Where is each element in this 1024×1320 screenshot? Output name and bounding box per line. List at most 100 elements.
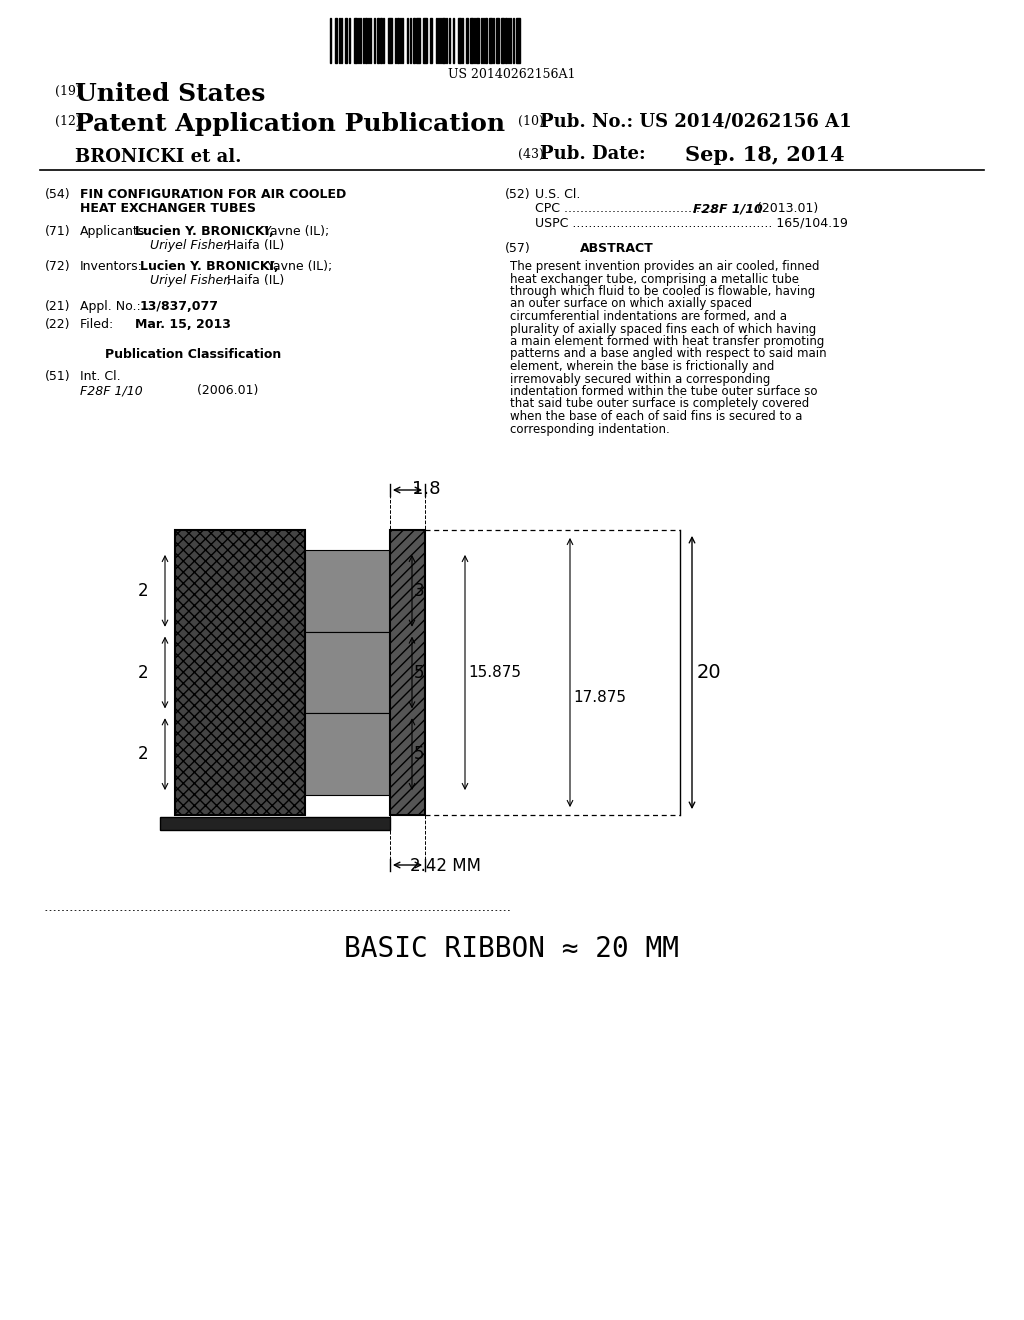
Bar [305, 550, 390, 632]
Bar [501, 18, 504, 63]
Text: patterns and a base angled with respect to said main: patterns and a base angled with respect … [510, 347, 826, 360]
Text: F28F 1/10: F28F 1/10 [693, 202, 763, 215]
Bar [305, 713, 390, 795]
Bar [345, 18, 347, 63]
Text: (2006.01): (2006.01) [153, 384, 258, 397]
Text: heat exchanger tube, comprising a metallic tube: heat exchanger tube, comprising a metall… [510, 272, 799, 285]
Bar [354, 18, 357, 63]
Bar [505, 18, 507, 63]
Text: 1.8: 1.8 [413, 480, 441, 498]
Text: (10): (10) [518, 115, 544, 128]
Text: an outer surface on which axially spaced: an outer surface on which axially spaced [510, 297, 752, 310]
Text: Filed:: Filed: [80, 318, 141, 331]
Text: plurality of axially spaced fins each of which having: plurality of axially spaced fins each of… [510, 322, 816, 335]
Text: Yavne (IL);: Yavne (IL); [260, 224, 330, 238]
Bar [489, 18, 492, 63]
Text: (54): (54) [45, 187, 71, 201]
Text: Haifa (IL): Haifa (IL) [223, 239, 285, 252]
Text: 13/837,077: 13/837,077 [140, 300, 219, 313]
Text: (57): (57) [505, 242, 530, 255]
Bar [416, 18, 420, 63]
Bar [160, 817, 390, 830]
Text: HEAT EXCHANGER TUBES: HEAT EXCHANGER TUBES [80, 202, 256, 215]
Text: US 20140262156A1: US 20140262156A1 [449, 69, 575, 81]
Text: BASIC RIBBON ≈ 20 MM: BASIC RIBBON ≈ 20 MM [344, 935, 680, 964]
Text: 3: 3 [414, 582, 425, 599]
Text: U.S. Cl.: U.S. Cl. [535, 187, 581, 201]
Text: (21): (21) [45, 300, 71, 313]
Text: Inventors:: Inventors: [80, 260, 143, 273]
Text: FIN CONFIGURATION FOR AIR COOLED: FIN CONFIGURATION FOR AIR COOLED [80, 187, 346, 201]
Text: 20: 20 [697, 663, 722, 682]
Text: ABSTRACT: ABSTRACT [580, 242, 653, 255]
Bar [380, 18, 382, 63]
Text: (12): (12) [55, 115, 81, 128]
Text: Pub. No.: US 2014/0262156 A1: Pub. No.: US 2014/0262156 A1 [540, 112, 852, 129]
Text: United States: United States [75, 82, 265, 106]
Bar [485, 18, 487, 63]
Text: Pub. Date:: Pub. Date: [540, 145, 645, 162]
Text: 2: 2 [137, 582, 148, 599]
Text: Appl. No.:: Appl. No.: [80, 300, 144, 313]
Bar [430, 18, 432, 63]
Text: when the base of each of said fins is secured to a: when the base of each of said fins is se… [510, 411, 803, 422]
Text: that said tube outer surface is completely covered: that said tube outer surface is complete… [510, 397, 809, 411]
Text: circumferential indentations are formed, and a: circumferential indentations are formed,… [510, 310, 787, 323]
Bar [305, 632, 390, 713]
Text: Int. Cl.: Int. Cl. [80, 370, 121, 383]
Text: (2013.01): (2013.01) [753, 202, 818, 215]
Text: through which fluid to be cooled is flowable, having: through which fluid to be cooled is flow… [510, 285, 815, 298]
Text: Publication Classification: Publication Classification [105, 348, 282, 360]
Text: Lucien Y. BRONICKI,: Lucien Y. BRONICKI, [135, 224, 273, 238]
Text: (22): (22) [45, 318, 71, 331]
Text: 17.875: 17.875 [573, 690, 626, 705]
Text: a main element formed with heat transfer promoting: a main element formed with heat transfer… [510, 335, 824, 348]
Text: 2: 2 [137, 664, 148, 681]
Text: corresponding indentation.: corresponding indentation. [510, 422, 670, 436]
Text: Haifa (IL): Haifa (IL) [223, 275, 285, 286]
Bar [470, 18, 473, 63]
Text: Patent Application Publication: Patent Application Publication [75, 112, 505, 136]
Text: Lucien Y. BRONICKI,: Lucien Y. BRONICKI, [140, 260, 279, 273]
Text: CPC ......................................: CPC ....................................… [535, 202, 716, 215]
Text: The present invention provides an air cooled, finned: The present invention provides an air co… [510, 260, 819, 273]
Bar [466, 18, 468, 63]
Bar [335, 18, 337, 63]
Bar [442, 18, 445, 63]
Text: element, wherein the base is frictionally and: element, wherein the base is frictionall… [510, 360, 774, 374]
Bar [496, 18, 499, 63]
Bar [413, 18, 415, 63]
Text: 15.875: 15.875 [468, 665, 521, 680]
Bar [423, 18, 427, 63]
Text: (52): (52) [505, 187, 530, 201]
Text: 2: 2 [137, 746, 148, 763]
Text: Mar. 15, 2013: Mar. 15, 2013 [135, 318, 230, 331]
Bar [458, 18, 461, 63]
Bar [365, 18, 367, 63]
Text: Yavne (IL);: Yavne (IL); [263, 260, 332, 273]
Text: (19): (19) [55, 84, 81, 98]
Text: 2.42 MM: 2.42 MM [410, 857, 480, 875]
Text: irremovably secured within a corresponding: irremovably secured within a correspondi… [510, 372, 770, 385]
Text: (72): (72) [45, 260, 71, 273]
Bar [388, 18, 392, 63]
Bar [476, 18, 479, 63]
Text: indentation formed within the tube outer surface so: indentation formed within the tube outer… [510, 385, 817, 399]
Bar [377, 18, 379, 63]
Bar [390, 531, 425, 814]
Text: USPC .................................................. 165/104.19: USPC ...................................… [535, 216, 848, 228]
Bar [397, 18, 399, 63]
Text: F28F 1/10: F28F 1/10 [80, 384, 142, 397]
Text: Uriyel Fisher,: Uriyel Fisher, [150, 275, 231, 286]
Text: Uriyel Fisher,: Uriyel Fisher, [150, 239, 231, 252]
Text: Applicants:: Applicants: [80, 224, 150, 238]
Text: 5: 5 [414, 746, 425, 763]
Text: 5: 5 [414, 664, 425, 681]
Bar [175, 531, 305, 814]
Text: Sep. 18, 2014: Sep. 18, 2014 [685, 145, 845, 165]
Bar [516, 18, 520, 63]
Text: (71): (71) [45, 224, 71, 238]
Text: (51): (51) [45, 370, 71, 383]
Text: BRONICKI et al.: BRONICKI et al. [75, 148, 242, 166]
Text: (43): (43) [518, 148, 544, 161]
